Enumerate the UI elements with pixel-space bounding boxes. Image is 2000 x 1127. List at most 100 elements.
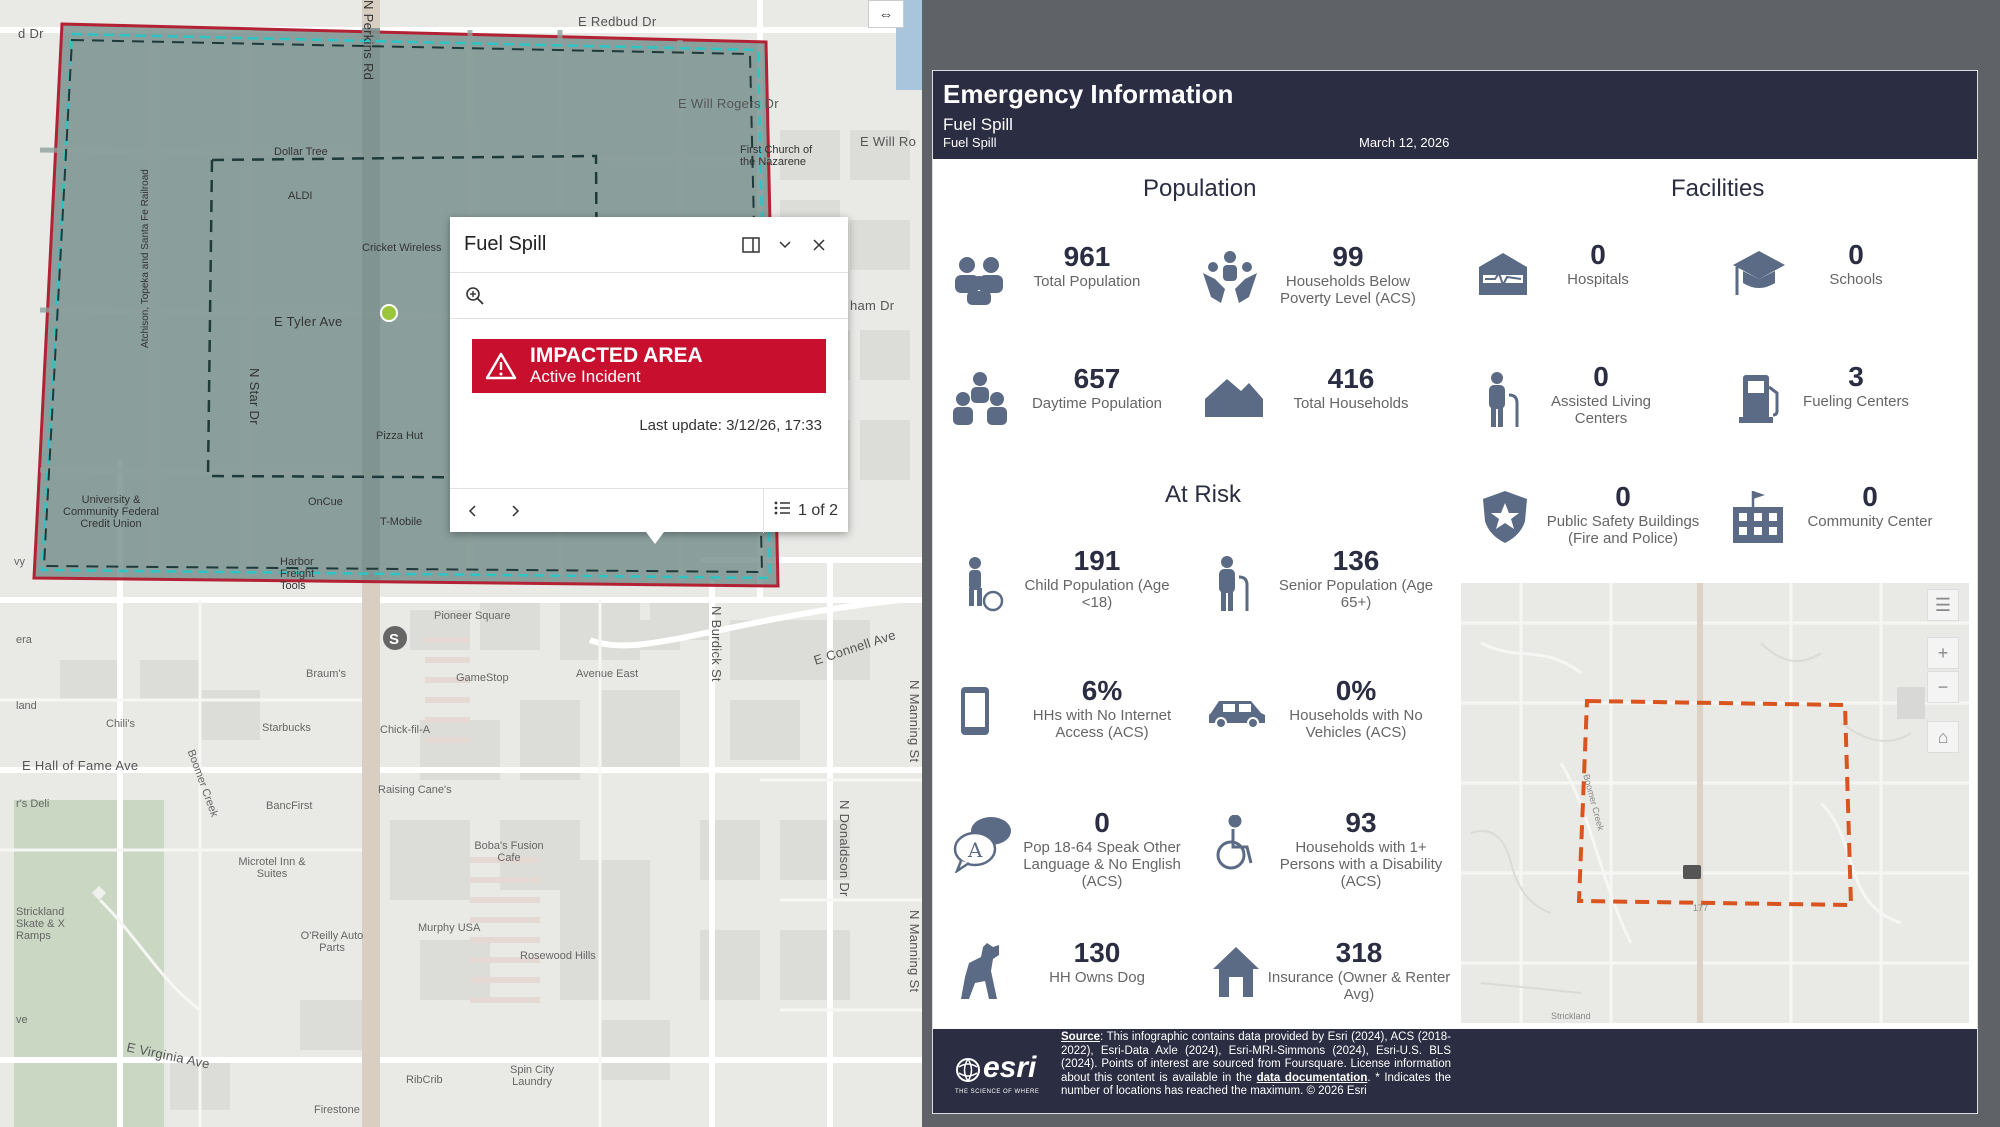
stat-label: Schools bbox=[1829, 271, 1883, 288]
poi-label: Avenue East bbox=[576, 668, 639, 680]
stat-value: 93 bbox=[1345, 807, 1377, 838]
map-view[interactable]: S E Redbud Dr E Will Rogers Dr E Will Ro… bbox=[0, 0, 922, 1127]
map-scroll-handle[interactable] bbox=[1897, 687, 1925, 719]
stat-label: Total Households bbox=[1293, 395, 1409, 412]
poi-label: Rosewood Hills bbox=[520, 950, 596, 962]
street-label: d Dr bbox=[18, 26, 44, 41]
data-documentation-link[interactable]: data documentation bbox=[1256, 1071, 1368, 1084]
stat-label: Households with No Vehicles (ACS) bbox=[1289, 707, 1423, 741]
street-label: era bbox=[16, 634, 32, 646]
community-center-icon bbox=[1731, 489, 1785, 550]
poi-label: ALDI bbox=[288, 190, 313, 202]
poi-label: First Church of the Nazarene bbox=[740, 144, 813, 168]
feature-popup: Fuel Spill IMPACTED AREA Active Incident bbox=[450, 217, 848, 544]
speech-language-icon: A bbox=[951, 815, 1013, 878]
stat-label: Fueling Centers bbox=[1803, 393, 1909, 410]
stat-value: 3 bbox=[1848, 361, 1864, 392]
poi-label: Cricket Wireless bbox=[362, 242, 442, 254]
source-label: Source bbox=[1061, 1031, 1100, 1043]
popup-toolbar bbox=[450, 273, 848, 319]
stat-assisted-living: 0 Assisted Living Centers bbox=[1531, 361, 1671, 427]
list-icon bbox=[774, 501, 790, 520]
minimap-label: 177 bbox=[1693, 903, 1709, 913]
infographic-subtitle-2: Fuel Spill bbox=[943, 135, 997, 150]
stat-other-language: 0 Pop 18-64 Speak Other Language & No En… bbox=[1017, 807, 1187, 890]
poi-label: Dollar Tree bbox=[274, 146, 328, 158]
poi-label: Pizza Hut bbox=[376, 430, 424, 442]
impacted-area-banner: IMPACTED AREA Active Incident bbox=[472, 339, 826, 393]
street-label: E Redbud Dr bbox=[578, 14, 657, 29]
infographic-subtitle: Fuel Spill bbox=[943, 115, 1013, 134]
svg-text:S: S bbox=[389, 631, 399, 648]
street-label: N Donaldson Dr bbox=[837, 800, 852, 897]
wheelchair-icon bbox=[1213, 814, 1257, 878]
popup-footer: 1 of 2 bbox=[450, 488, 848, 533]
senior-icon bbox=[1213, 555, 1253, 618]
stat-total-population: 961 Total Population bbox=[1017, 241, 1157, 290]
stat-label: Community Center bbox=[1807, 513, 1933, 530]
stat-value: 0 bbox=[1848, 239, 1864, 270]
stat-value: 416 bbox=[1327, 363, 1375, 394]
zoom-out-icon[interactable]: − bbox=[1927, 671, 1959, 703]
map-basemap: S bbox=[0, 0, 922, 1127]
legend-list-icon[interactable]: ☰ bbox=[1927, 589, 1959, 621]
infographic-map[interactable]: Strickland Boomer Creek 177 ☰ + − ⌂ bbox=[1461, 583, 1969, 1023]
zoom-to-icon[interactable] bbox=[462, 283, 488, 309]
hands-people-icon bbox=[1201, 249, 1259, 312]
feature-count-button[interactable]: 1 of 2 bbox=[762, 488, 848, 533]
stat-label: Senior Population (Age 65+) bbox=[1278, 577, 1434, 611]
stat-value: 318 bbox=[1335, 937, 1383, 968]
stat-value: 136 bbox=[1332, 545, 1380, 576]
stat-label: Public Safety Buildings (Fire and Police… bbox=[1546, 513, 1700, 547]
close-icon[interactable] bbox=[804, 230, 834, 260]
stat-value: 191 bbox=[1073, 545, 1121, 576]
stat-hospitals: 0 Hospitals bbox=[1533, 239, 1663, 288]
stat-label: HHs with No Internet Access (ACS) bbox=[1032, 707, 1172, 741]
infographic-card: Emergency Information Fuel Spill Fuel Sp… bbox=[932, 70, 1978, 1114]
stat-daytime-population: 657 Daytime Population bbox=[1017, 363, 1177, 412]
poi-label: Raising Cane's bbox=[378, 784, 452, 796]
poi-label: Firestone bbox=[314, 1104, 360, 1116]
street-label: E Will Ro bbox=[860, 134, 917, 149]
poi-label: Braum's bbox=[306, 668, 346, 680]
poi-label: T-Mobile bbox=[380, 516, 423, 528]
stat-insurance: 318 Insurance (Owner & Renter Avg) bbox=[1259, 937, 1459, 1003]
dock-icon[interactable] bbox=[736, 230, 766, 260]
stat-value: 657 bbox=[1073, 363, 1121, 394]
esri-wordmark: esri bbox=[983, 1051, 1037, 1084]
stat-label: Child Population (Age <18) bbox=[1024, 577, 1170, 611]
stat-no-internet: 6% HHs with No Internet Access (ACS) bbox=[1017, 675, 1187, 741]
poi-label: BancFirst bbox=[266, 800, 313, 812]
last-update: Last update: 3/12/26, 17:33 bbox=[639, 417, 822, 434]
popup-header: Fuel Spill bbox=[450, 217, 848, 273]
chevron-right-icon[interactable] bbox=[494, 489, 538, 533]
stat-value: 0 bbox=[1590, 239, 1606, 270]
infographic-date: March 12, 2026 bbox=[1359, 135, 1450, 150]
street-label: ham Dr bbox=[850, 298, 895, 313]
shield-star-icon bbox=[1481, 489, 1529, 550]
chevron-down-icon[interactable] bbox=[770, 230, 800, 260]
esri-tagline: THE SCIENCE OF WHERE bbox=[955, 1089, 1040, 1095]
zoom-in-icon[interactable]: + bbox=[1927, 637, 1959, 669]
car-icon bbox=[1207, 695, 1267, 734]
stat-label: Daytime Population bbox=[1031, 395, 1163, 412]
infographic-footer: esri THE SCIENCE OF WHERE Source: This i… bbox=[933, 1029, 1977, 1113]
dog-icon bbox=[955, 941, 1003, 1008]
home-icon[interactable]: ⌂ bbox=[1927, 721, 1959, 753]
stat-disability: 93 Households with 1+ Persons with a Dis… bbox=[1271, 807, 1451, 890]
stat-value: 961 bbox=[1063, 241, 1111, 272]
poi-label: Chick-fil-A bbox=[380, 724, 431, 736]
street-label: N Perkins Rd bbox=[361, 0, 376, 81]
stat-public-safety: 0 Public Safety Buildings (Fire and Poli… bbox=[1533, 481, 1713, 547]
stat-senior-population: 136 Senior Population (Age 65+) bbox=[1271, 545, 1441, 611]
street-label: E Will Rogers Dr bbox=[678, 96, 779, 111]
poi-label: Strickland Skate & X Ramps bbox=[16, 906, 65, 942]
group-people-icon bbox=[951, 371, 1009, 434]
poi-label: University & Community Federal Credit Un… bbox=[63, 494, 159, 530]
chevron-left-icon[interactable] bbox=[450, 489, 494, 533]
source-end: . * Indicates the number of locations ha… bbox=[1061, 1071, 1451, 1098]
source-note: Source: This infographic contains data p… bbox=[1061, 1031, 1451, 1099]
assisted-living-icon bbox=[1483, 371, 1523, 434]
expand-icon[interactable]: ⇔ bbox=[868, 0, 904, 28]
house-icon bbox=[1205, 373, 1263, 424]
